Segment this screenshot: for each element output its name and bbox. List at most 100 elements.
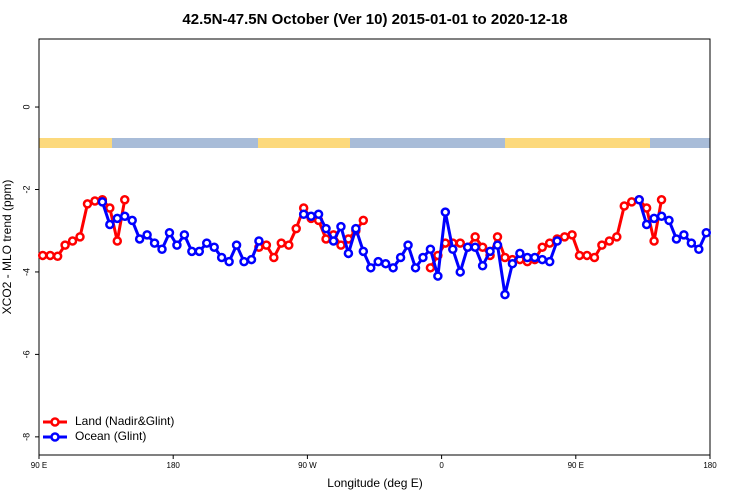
point (261, 240, 272, 250)
point (425, 244, 436, 255)
point (559, 232, 570, 242)
y-tick-label: -8 (21, 433, 31, 441)
point (142, 230, 152, 240)
point (388, 263, 398, 273)
point (612, 232, 622, 242)
point (641, 219, 652, 230)
land-band (39, 138, 112, 148)
plot-frame (38, 38, 711, 456)
point (172, 240, 182, 250)
point (522, 252, 533, 263)
point (187, 246, 197, 257)
point (127, 215, 137, 226)
point (455, 238, 465, 248)
point (530, 252, 540, 263)
point (239, 256, 249, 267)
point (269, 252, 279, 263)
point (134, 234, 145, 244)
point (276, 238, 287, 248)
y-tick-label: -6 (21, 350, 31, 358)
point (336, 221, 346, 232)
point (254, 236, 264, 246)
point (231, 240, 242, 250)
point (194, 246, 205, 257)
point (321, 234, 331, 244)
point (343, 248, 354, 259)
point (470, 232, 480, 242)
legend-label: Land (Nadir&Glint) (75, 414, 174, 428)
point (209, 242, 219, 252)
point (358, 246, 369, 257)
y-tick-label: -4 (21, 268, 31, 276)
point (492, 240, 503, 250)
land-ocean-strip (39, 138, 710, 148)
point (544, 256, 555, 267)
point (321, 223, 331, 234)
point (656, 195, 667, 205)
point (216, 252, 227, 263)
point (574, 250, 585, 261)
x-axis-label: Longitude (deg E) (327, 476, 422, 490)
point (75, 232, 85, 242)
point (351, 223, 361, 234)
point (149, 238, 160, 248)
point (336, 240, 346, 250)
point (284, 240, 294, 250)
point (82, 199, 93, 209)
point (119, 211, 130, 222)
point (246, 254, 257, 265)
ocean-band (112, 138, 258, 148)
point (619, 201, 630, 211)
point (500, 289, 510, 300)
point (366, 263, 376, 273)
point (455, 267, 465, 277)
legend-marker (50, 417, 60, 427)
point (105, 203, 115, 213)
point (448, 244, 458, 255)
point (403, 240, 413, 250)
x-tick-label: 180 (703, 461, 717, 470)
point (686, 238, 697, 248)
ocean-band (650, 138, 710, 148)
legend-label: Ocean (Glint) (75, 429, 146, 443)
point (671, 234, 682, 244)
point (552, 236, 562, 246)
point (597, 240, 607, 250)
ocean-band (350, 138, 505, 148)
point (589, 252, 600, 263)
point (418, 252, 428, 263)
y-tick-label: -2 (21, 185, 31, 193)
point (507, 258, 518, 269)
point (410, 263, 421, 273)
point (157, 244, 167, 255)
point (567, 230, 577, 240)
point (544, 238, 555, 248)
point (500, 252, 510, 263)
point (202, 238, 212, 248)
land-band (505, 138, 650, 148)
point (492, 232, 503, 242)
point (97, 197, 108, 207)
point (224, 256, 234, 267)
x-tick-label: 90 W (298, 461, 317, 470)
point (112, 213, 123, 224)
point (298, 209, 309, 219)
point (306, 211, 316, 222)
chart-title: 42.5N-47.5N October (Ver 10) 2015-01-01 … (182, 11, 567, 28)
point (694, 244, 704, 255)
point (291, 223, 301, 234)
point (641, 203, 652, 213)
point (395, 252, 406, 263)
point (313, 209, 324, 219)
point (164, 228, 175, 238)
point (433, 271, 443, 281)
point (537, 254, 547, 265)
point (179, 230, 190, 240)
point (485, 246, 495, 257)
point (440, 207, 451, 217)
point (60, 240, 70, 250)
point (582, 250, 592, 261)
x-tick-label: 0 (439, 461, 444, 470)
x-tick-label: 180 (167, 461, 181, 470)
